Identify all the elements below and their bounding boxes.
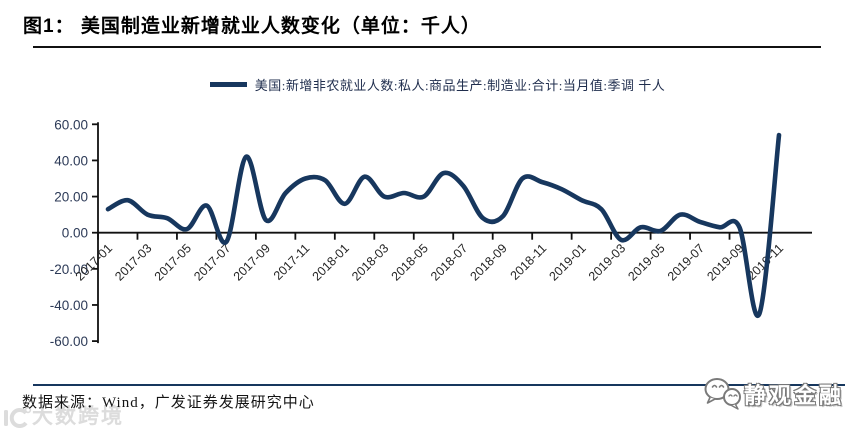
y-axis-label: -20.00 [50, 262, 88, 277]
x-axis-label: 2019-07 [665, 241, 707, 283]
x-axis-label: 2018-01 [310, 241, 352, 283]
legend-line-swatch [209, 81, 247, 87]
watermark-text: 大数跨境 [32, 405, 124, 428]
x-axis-label: 2019-05 [625, 241, 667, 283]
y-axis-label: 60.00 [54, 117, 88, 132]
x-axis-label: 2018-07 [428, 241, 470, 283]
x-axis-label: 2017-03 [112, 241, 154, 283]
chart-legend: 美国:新增非农就业人数:私人:商品生产:制造业:合计:当月值:季调 千人 [0, 74, 847, 94]
wechat-icon [704, 378, 741, 410]
x-axis-label: 2018-05 [389, 241, 431, 283]
x-axis-label: 2018-11 [508, 241, 550, 283]
x-axis-label: 2019-03 [586, 241, 628, 283]
x-axis-label: 2017-07 [191, 241, 233, 283]
wechat-account-logo: 静观金融 [702, 376, 844, 412]
x-axis-label: 2018-03 [349, 241, 391, 283]
figure-title: 图1： 美国制造业新增就业人数变化（单位：千人） [23, 16, 481, 37]
y-axis-label: -60.00 [50, 334, 88, 349]
logo-text: 静观金融 [743, 383, 844, 408]
x-axis-label: 2017-05 [152, 241, 194, 283]
x-axis-label: 2017-11 [271, 241, 313, 283]
x-axis-label: 2017-09 [231, 241, 273, 283]
footer-divider [33, 384, 845, 386]
x-axis-label: 2018-09 [467, 241, 509, 283]
x-axis-label: 2019-09 [704, 241, 746, 283]
data-source: 数据来源：Wind，广发证券发展研究中心 [22, 395, 315, 411]
watermark-logo-icon [4, 406, 32, 428]
title-divider [33, 46, 821, 48]
y-axis-label: -40.00 [50, 298, 88, 313]
y-axis-label: 20.00 [54, 190, 88, 205]
y-axis-label: 40.00 [54, 153, 88, 168]
legend-label: 美国:新增非农就业人数:私人:商品生产:制造业:合计:当月值:季调 千人 [254, 77, 666, 93]
x-axis-label: 2019-01 [546, 241, 588, 283]
y-axis-label: 0.00 [62, 226, 88, 241]
watermark: 大数跨境 [2, 400, 124, 430]
data-line-series [105, 132, 782, 319]
